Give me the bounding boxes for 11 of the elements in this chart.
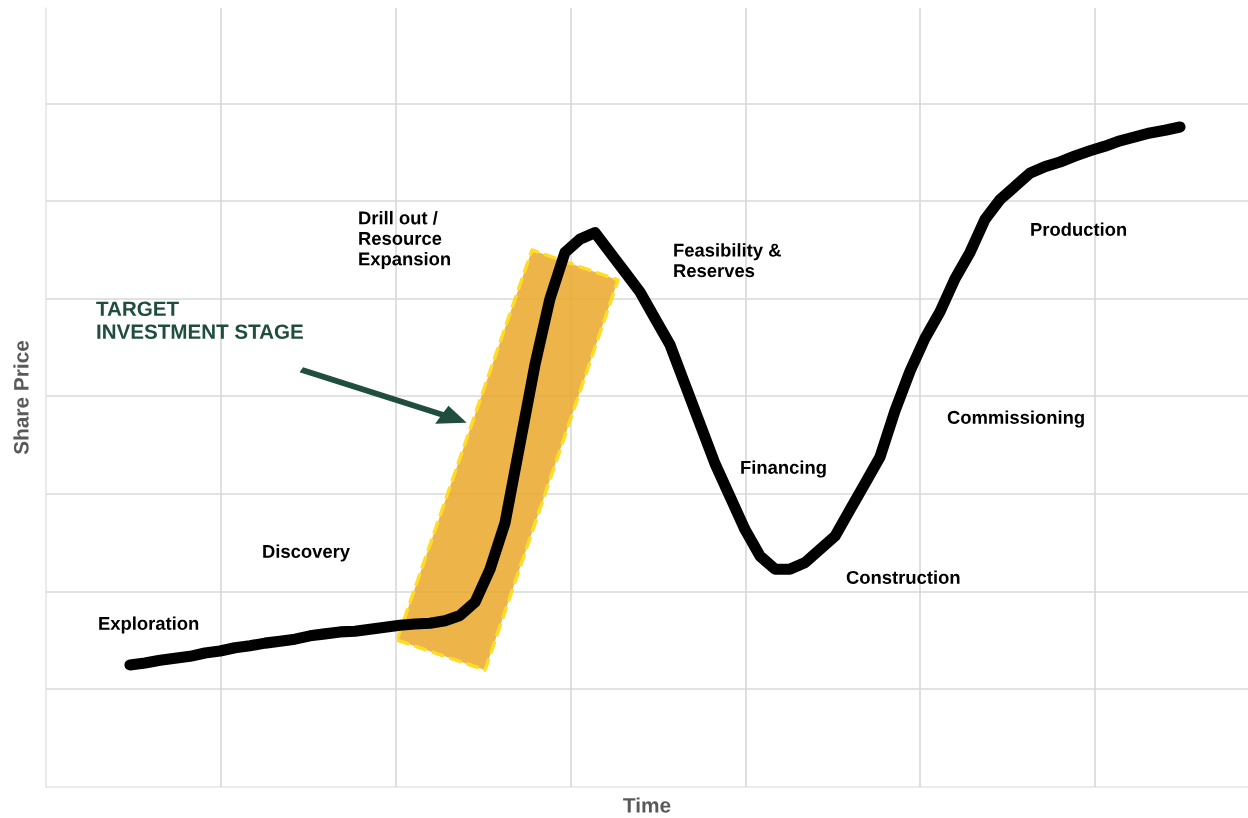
annotation: Financing	[741, 460, 826, 478]
annotation: Production	[1031, 222, 1127, 236]
x-axis-title: Time	[623, 797, 671, 813]
y-axis-title: Share Price	[13, 340, 29, 455]
annotation: Discovery	[263, 544, 350, 562]
annotation: Drill out / Resource Expansion	[359, 210, 450, 270]
annotation: Commissioning	[947, 410, 1084, 428]
annotation: Exploration	[99, 616, 199, 634]
annotation: TARGET INVESTMENT STAGE	[96, 301, 303, 339]
annotation: Feasibility & Reserves	[674, 243, 781, 278]
annotation: Construction	[846, 570, 960, 584]
